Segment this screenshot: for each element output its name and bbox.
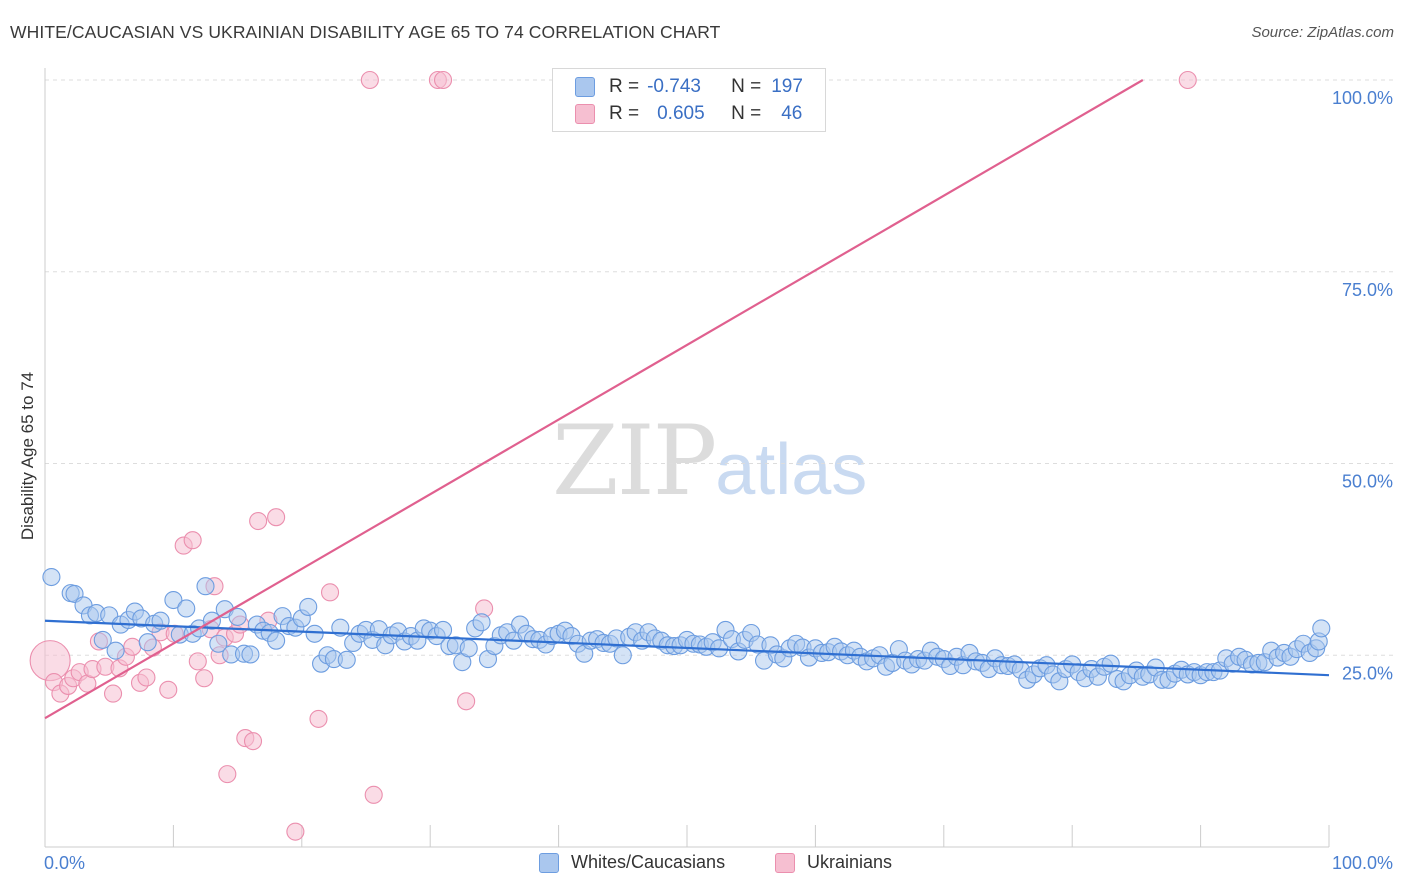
white-point bbox=[209, 634, 228, 653]
white-point bbox=[1101, 654, 1120, 673]
axes bbox=[44, 68, 1330, 848]
white-point bbox=[228, 607, 247, 626]
ukrainian-point bbox=[364, 785, 383, 804]
white-point bbox=[433, 620, 453, 639]
series-legend: Whites/Caucasians Ukrainians bbox=[0, 852, 1406, 876]
ukrainian-point bbox=[309, 709, 328, 728]
white-point bbox=[1312, 619, 1331, 638]
legend-label-white: Whites/Caucasians bbox=[571, 852, 726, 872]
ukrainian-point bbox=[243, 732, 263, 751]
x-tick-label: 0.0% bbox=[44, 853, 85, 873]
ukrainian-point bbox=[137, 668, 156, 687]
white-point bbox=[459, 639, 478, 658]
white-point bbox=[331, 618, 350, 637]
legend-r-value: 0.605 bbox=[657, 103, 705, 124]
ukrainian-points bbox=[29, 70, 1197, 841]
white-point bbox=[613, 646, 632, 665]
y-tick-label: 25.0% bbox=[1342, 663, 1393, 683]
ukrainian-point bbox=[286, 822, 305, 841]
ukrainian-point bbox=[320, 583, 340, 602]
white-point bbox=[472, 613, 491, 632]
white-point bbox=[164, 590, 183, 610]
legend-swatch-white bbox=[539, 852, 559, 873]
y-tick-label: 75.0% bbox=[1342, 280, 1393, 300]
chart-title: WHITE/CAUCASIAN VS UKRAINIAN DISABILITY … bbox=[10, 22, 721, 42]
legend-swatch-ukrainian bbox=[575, 104, 595, 124]
ukrainian-point bbox=[123, 637, 142, 656]
white-point bbox=[267, 631, 286, 650]
white-trend-line bbox=[44, 619, 1330, 677]
white-point bbox=[196, 577, 215, 596]
watermark-zip: ZIP bbox=[552, 405, 717, 517]
legend-n-value: 197 bbox=[771, 76, 803, 97]
ukrainian-point bbox=[457, 692, 476, 711]
y-tick-label: 100.0% bbox=[1332, 88, 1393, 108]
ukrainian-point bbox=[104, 684, 123, 703]
legend-item-ukrainian[interactable]: Ukrainians bbox=[775, 852, 892, 873]
white-point bbox=[42, 567, 61, 587]
ukrainian-point bbox=[195, 669, 214, 688]
tick-labels: 25.0% 50.0% 75.0% 100.0% 0.0% 100.0% Disabilit… bbox=[18, 88, 1393, 873]
legend-row-ukrainian: R = 0.605 N = 46 bbox=[575, 101, 802, 127]
ukrainian-point bbox=[360, 70, 379, 90]
legend-item-white[interactable]: Whites/Caucasians bbox=[539, 852, 725, 873]
ukrainian-point bbox=[188, 652, 207, 671]
grid bbox=[45, 79, 1395, 656]
legend-n-label: N = bbox=[731, 76, 762, 97]
ukrainian-point bbox=[433, 70, 453, 90]
legend-n-label: N = bbox=[731, 103, 762, 124]
white-points bbox=[42, 567, 1331, 691]
ukrainian-point bbox=[218, 765, 237, 784]
ukrainian-point bbox=[1178, 70, 1197, 90]
legend-n-value: 46 bbox=[781, 103, 803, 124]
y-axis-title: Disability Age 65 to 74 bbox=[18, 372, 37, 540]
x-tick-label: 100.0% bbox=[1332, 853, 1393, 873]
legend-r-value: -0.743 bbox=[647, 76, 701, 97]
ukrainian-point bbox=[267, 508, 286, 527]
white-point bbox=[241, 645, 260, 664]
white-point bbox=[337, 650, 356, 669]
white-point bbox=[138, 633, 157, 652]
source-label: Source: ZipAtlas.com bbox=[1251, 24, 1394, 41]
white-point bbox=[93, 630, 112, 649]
trend-lines bbox=[44, 79, 1330, 720]
legend-r-label: R = bbox=[609, 76, 640, 97]
legend-label-ukrainian: Ukrainians bbox=[807, 852, 893, 872]
legend-swatch-ukrainian bbox=[775, 852, 795, 873]
legend-row-white: R = -0.743 N = 197 bbox=[575, 74, 803, 100]
white-point bbox=[106, 641, 125, 660]
watermark-atlas: atlas bbox=[715, 430, 868, 510]
legend-r-label: R = bbox=[609, 103, 640, 124]
y-tick-label: 50.0% bbox=[1342, 472, 1393, 492]
ukrainian-point bbox=[159, 680, 178, 699]
correlation-legend: R = -0.743 N = 197 R = 0.605 N = 46 bbox=[552, 68, 826, 132]
watermark: ZIPatlas bbox=[552, 405, 867, 517]
white-point bbox=[299, 597, 318, 616]
ukrainian-trend-line bbox=[44, 79, 1144, 720]
ukrainian-point bbox=[183, 531, 202, 550]
legend-swatch-white bbox=[575, 77, 595, 97]
white-point bbox=[305, 624, 324, 643]
white-point bbox=[177, 599, 196, 618]
ukrainian-point bbox=[249, 511, 268, 531]
